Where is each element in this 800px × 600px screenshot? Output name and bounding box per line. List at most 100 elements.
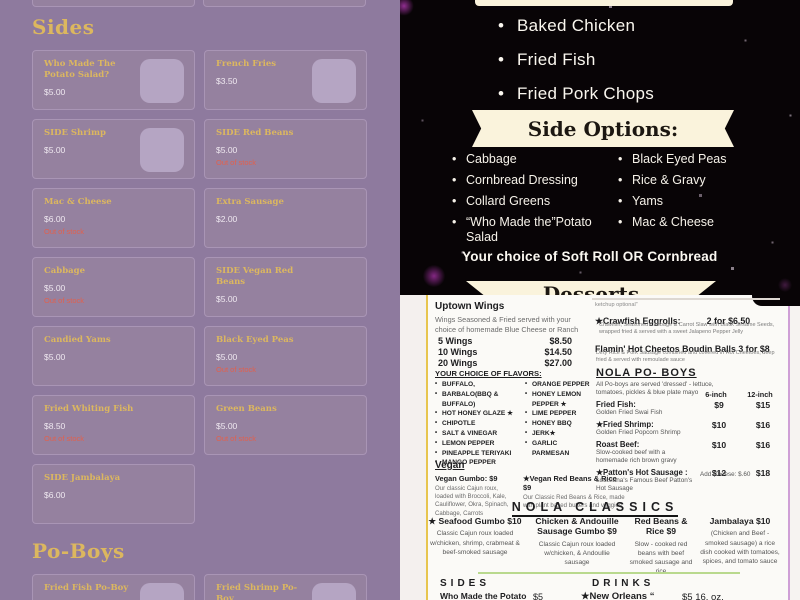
item-name: Vegan Gumbo: $9 xyxy=(435,474,498,483)
flavor-item: GARLIC PARMESAN xyxy=(525,439,593,459)
item-desc: Classic Cajun roux loaded w/chicken, shr… xyxy=(430,530,520,556)
out-of-stock-label: Out of stock xyxy=(216,158,257,168)
classic-item: Red Beans & Rice $9 Slow - cooked red bea… xyxy=(626,516,696,577)
vegan-title: Vegan xyxy=(435,460,465,471)
vegan-item: Vegan Gumbo: $9 Our classic Cajun roux, l… xyxy=(435,474,515,518)
column-header-12inch: 12-inch xyxy=(747,390,773,399)
pink-edge-line xyxy=(788,295,790,600)
side-option-item: Yams xyxy=(618,191,727,212)
classic-item: Jambalaya $10 (Chicken and Beef - smoked … xyxy=(700,516,780,577)
flavor-item: HONEY BBQ xyxy=(525,419,593,429)
item-name: ★ Seafood Gumbo $10 xyxy=(428,516,522,526)
menu-item-card[interactable]: Black Eyed Peas $5.00 Out of stock xyxy=(204,326,367,386)
vegan-item: ★Vegan Red Beans & Rice $9 Our Classic Re… xyxy=(523,474,625,518)
menu-item-name: Fried Whiting Fish xyxy=(44,404,134,414)
bottom-side-item-name: Who Made the Potato xyxy=(440,591,527,600)
menu-item-card[interactable]: Cabbage $5.00 Out of stock xyxy=(32,257,195,317)
poboy-row: Roast Beef: Slow-cooked beef with a homem… xyxy=(596,440,786,465)
poboy-name-block: Roast Beef: Slow-cooked beef with a homem… xyxy=(596,440,698,465)
menu-item-card[interactable] xyxy=(203,0,366,7)
ordering-app-panel: Sides Who Made The Potato Salad? $5.00 Fre… xyxy=(0,0,400,600)
sides-header: SIDES xyxy=(440,578,491,589)
flavor-item: BARBALO(BBQ & BUFFALO) xyxy=(435,390,525,410)
menu-item-card[interactable]: Fried Whiting Fish $8.50 Out of stock xyxy=(32,395,195,455)
menu-item-name: Cabbage xyxy=(44,266,86,276)
add-cheese-note: Add Cheese: $.60 xyxy=(700,471,751,478)
menu-item-price: $5.00 xyxy=(44,87,66,98)
entree-list: Baked ChickenFried FishFried Pork Chops xyxy=(498,9,654,111)
black-corner-overlay xyxy=(752,295,800,306)
flavors-list: BUFFALO,BARBALO(BBQ & BUFFALO)HOT HONEY … xyxy=(435,380,593,468)
menu-item-image xyxy=(140,128,184,172)
menu-item-name: Candied Yams xyxy=(44,335,111,345)
item-name: Fried Fish: xyxy=(596,400,636,409)
menu-item-card[interactable]: SIDE Jambalaya $6.00 xyxy=(32,464,195,524)
item-desc: Slow-cooked beef with a homemade rich br… xyxy=(596,449,677,464)
menu-item-price: $6.00 xyxy=(44,214,66,225)
item-desc: Our Classic Red Beans & Rice, made with … xyxy=(523,494,625,510)
side-options-right-column: Black Eyed PeasRice & GravyYamsMac & Che… xyxy=(618,149,727,245)
menu-item-name: Extra Sausage xyxy=(216,197,284,207)
desserts-banner: Desserts xyxy=(466,281,716,295)
poboy-row: Fried Fish: Golden Fried Swai Fish $9 $15 xyxy=(596,400,786,417)
column-header-6inch: 6-inch xyxy=(705,390,727,399)
menu-item-card[interactable]: SIDE Red Beans $5.00 Out of stock xyxy=(204,119,367,179)
item-desc: Crawfish, Seasoned Cabbage & Carrot Slaw… xyxy=(599,322,775,336)
menu-item-card[interactable]: Fried Fish Po-Boy xyxy=(32,574,195,600)
menu-item-card[interactable]: SIDE Shrimp $5.00 xyxy=(32,119,195,179)
menu-item-name: Fried Shrimp Po-Boy xyxy=(216,583,298,600)
side-option-item: Cornbread Dressing xyxy=(452,170,618,191)
menu-item-price: $6.00 xyxy=(44,490,66,501)
page-edge-right xyxy=(790,295,800,600)
section-divider-line xyxy=(478,572,740,574)
menu-item-card[interactable]: Mac & Cheese $6.00 Out of stock xyxy=(32,188,195,248)
side-options-banner: Side Options: xyxy=(472,110,734,147)
menu-item-name: Mac & Cheese xyxy=(44,197,112,207)
item-desc: Dirty Rice & Pork Sausage combined and c… xyxy=(596,350,775,364)
item-name: Roast Beef: xyxy=(596,440,640,449)
menu-item-card[interactable]: Extra Sausage $2.00 xyxy=(204,188,367,248)
yellow-edge-line xyxy=(426,295,428,600)
menu-item-name: Fried Fish Po-Boy xyxy=(44,583,129,593)
flavor-item: PINEAPPLE TERIYAKI xyxy=(435,449,525,459)
price-6inch: $10 xyxy=(711,420,727,430)
poboy-name-block: Fried Fish: Golden Fried Swai Fish xyxy=(596,400,698,417)
sides-grid: Who Made The Potato Salad? $5.00 French Fr… xyxy=(32,50,367,524)
menu-item-card[interactable]: French Fries $3.50 xyxy=(204,50,367,110)
menu-item-name: SIDE Vegan Red Beans xyxy=(216,266,294,288)
menu-item-card[interactable]: Green Beans $5.00 Out of stock xyxy=(204,395,367,455)
classic-item: Chicken & Andouille Sausage Gumbo $9 Clas… xyxy=(532,516,622,577)
nola-classics-title-text: NOLA CLASSICS xyxy=(511,500,679,517)
menu-item-card[interactable]: SIDE Vegan Red Beans $5.00 xyxy=(204,257,367,317)
out-of-stock-label: Out of stock xyxy=(216,434,257,444)
menu-item-card[interactable]: Who Made The Potato Salad? $5.00 xyxy=(32,50,195,110)
flavors-title: YOUR CHOICE OF FLAVORS: xyxy=(435,369,542,378)
wing-price-row: 5 Wings $8.50 xyxy=(438,336,572,347)
side-options-left-column: CabbageCornbread DressingCollard Greens“… xyxy=(452,149,618,245)
price-12inch: $16 xyxy=(755,420,771,430)
item-desc: Golden Fried Popcorn Shrimp xyxy=(596,429,681,436)
page-edge-left xyxy=(400,295,426,600)
side-option-item: Mac & Cheese xyxy=(618,212,727,233)
classic-item: ★ Seafood Gumbo $10 Classic Cajun roux lo… xyxy=(422,516,528,577)
menu-item-card[interactable]: Candied Yams $5.00 xyxy=(32,326,195,386)
menu-item-price: $5.00 xyxy=(216,294,238,305)
menu-item-price: $5.00 xyxy=(216,145,238,156)
wing-price-list: 5 Wings $8.50 10 Wings $14.50 20 Wings $27.00 xyxy=(438,336,572,369)
menu-item-name: Who Made The Potato Salad? xyxy=(44,59,116,81)
price-12inch: $18 xyxy=(755,468,771,478)
item-name: Flamin' Hot Cheetos Boudin Balls 3 for $… xyxy=(595,344,770,354)
menu-item-card[interactable]: Fried Shrimp Po-Boy xyxy=(204,574,367,600)
menu-item-price: $2.00 xyxy=(216,214,238,225)
price-6inch: $10 xyxy=(711,440,727,450)
wing-price-row: 20 Wings $27.00 xyxy=(438,358,572,369)
wing-count-label: 5 Wings xyxy=(438,336,473,346)
item-name: Red Beans & Rice $9 xyxy=(634,516,688,537)
flavor-item: ORANGE PEPPER xyxy=(525,380,593,390)
price-12inch: $16 xyxy=(755,440,771,450)
side-options-list: CabbageCornbread DressingCollard Greens“… xyxy=(452,149,782,245)
menu-item-card[interactable] xyxy=(32,0,195,7)
cutoff-text-fragment: ketchup optional” xyxy=(595,302,638,308)
poboy-name-block: ★Fried Shrimp: Golden Fried Popcorn Shrim… xyxy=(596,420,698,437)
